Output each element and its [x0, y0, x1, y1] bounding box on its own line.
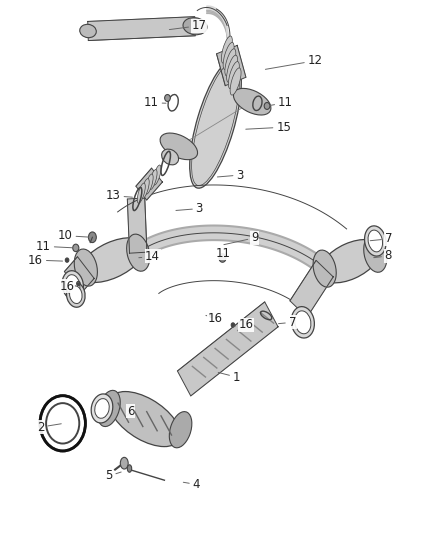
Text: 11: 11 [270, 96, 293, 109]
Ellipse shape [73, 244, 79, 252]
Ellipse shape [141, 179, 149, 199]
Text: 16: 16 [60, 280, 78, 293]
Ellipse shape [183, 18, 207, 35]
Ellipse shape [364, 235, 387, 272]
Ellipse shape [79, 238, 145, 282]
Text: 6: 6 [127, 405, 134, 417]
Ellipse shape [364, 226, 386, 256]
Text: 11: 11 [36, 240, 72, 253]
Text: 9: 9 [224, 231, 258, 245]
Ellipse shape [110, 392, 180, 447]
Polygon shape [88, 17, 195, 41]
Text: 8: 8 [374, 249, 392, 262]
Ellipse shape [170, 411, 192, 448]
Text: 7: 7 [370, 232, 392, 245]
Polygon shape [177, 302, 278, 396]
Ellipse shape [67, 282, 85, 307]
Text: 16: 16 [206, 312, 223, 325]
Text: 4: 4 [184, 478, 200, 491]
Ellipse shape [80, 25, 96, 38]
Text: 16: 16 [234, 319, 254, 332]
Polygon shape [127, 198, 147, 253]
Text: 12: 12 [265, 54, 322, 69]
Text: 3: 3 [176, 202, 203, 215]
Text: 2: 2 [37, 421, 61, 433]
Ellipse shape [209, 313, 213, 318]
Ellipse shape [225, 49, 236, 76]
Ellipse shape [98, 390, 120, 426]
Polygon shape [136, 168, 162, 200]
Ellipse shape [65, 258, 69, 262]
Ellipse shape [77, 281, 80, 286]
Ellipse shape [190, 60, 241, 188]
Text: 5: 5 [105, 470, 121, 482]
Ellipse shape [74, 249, 97, 286]
Ellipse shape [70, 286, 82, 303]
Ellipse shape [228, 61, 239, 88]
Text: 17: 17 [170, 19, 207, 32]
Text: 16: 16 [28, 254, 63, 266]
Ellipse shape [95, 399, 109, 418]
Text: 11: 11 [144, 96, 166, 109]
Polygon shape [216, 45, 246, 86]
Ellipse shape [88, 232, 96, 243]
Ellipse shape [233, 88, 271, 115]
Text: 15: 15 [246, 120, 291, 134]
Ellipse shape [264, 102, 270, 109]
Polygon shape [290, 261, 333, 317]
Ellipse shape [313, 250, 336, 287]
Text: 13: 13 [106, 189, 132, 203]
Text: 11: 11 [216, 247, 231, 260]
Ellipse shape [160, 133, 198, 160]
Polygon shape [64, 257, 94, 293]
Ellipse shape [120, 457, 128, 469]
Text: 7: 7 [279, 316, 296, 329]
Ellipse shape [91, 394, 113, 423]
Ellipse shape [223, 43, 234, 70]
Ellipse shape [219, 254, 226, 262]
Text: 1: 1 [218, 370, 240, 384]
Ellipse shape [46, 403, 79, 443]
Ellipse shape [295, 311, 311, 334]
Text: 10: 10 [58, 229, 89, 242]
Ellipse shape [127, 465, 132, 472]
Ellipse shape [145, 174, 153, 194]
Ellipse shape [62, 271, 83, 300]
Ellipse shape [153, 165, 161, 185]
Ellipse shape [368, 230, 382, 252]
Ellipse shape [226, 55, 237, 82]
Ellipse shape [127, 234, 150, 271]
Ellipse shape [230, 68, 241, 95]
Ellipse shape [137, 183, 145, 203]
Ellipse shape [165, 94, 170, 101]
Ellipse shape [231, 323, 235, 327]
Ellipse shape [149, 169, 157, 190]
Ellipse shape [66, 274, 80, 295]
Ellipse shape [291, 306, 314, 338]
Ellipse shape [221, 36, 232, 63]
Ellipse shape [319, 239, 381, 283]
Text: 3: 3 [217, 168, 244, 182]
Text: 14: 14 [139, 250, 160, 263]
Ellipse shape [162, 149, 179, 165]
